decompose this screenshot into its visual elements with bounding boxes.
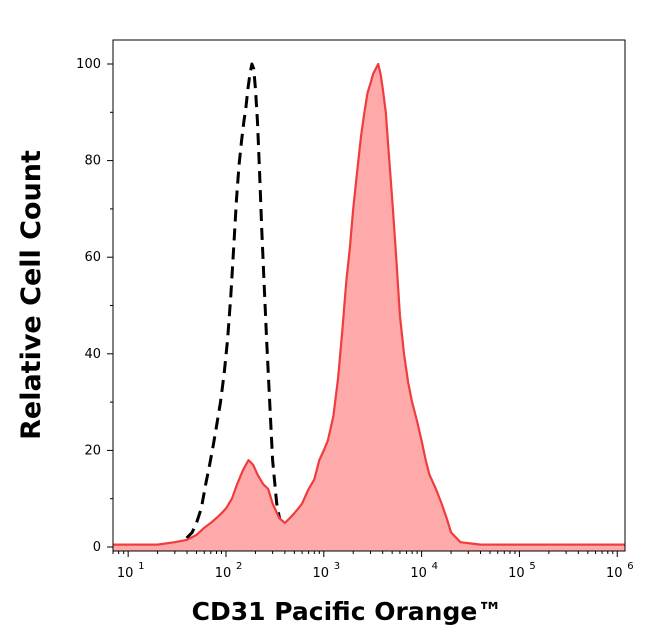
y-tick-label: 100 [76, 57, 101, 72]
x-tick-exponent: 1 [138, 561, 144, 572]
series-layer [113, 62, 625, 551]
x-tick-exponent: 4 [432, 561, 438, 572]
y-tick-label: 40 [84, 347, 101, 362]
x-tick-exponent: 2 [236, 561, 242, 572]
y-tick-label: 20 [84, 443, 101, 458]
y-tick-label: 80 [84, 154, 101, 169]
plot-frame [112, 39, 626, 552]
x-tick-label: 10 [117, 566, 134, 581]
x-tick-exponent: 5 [529, 561, 535, 572]
y-tick-label: 0 [93, 540, 101, 555]
axes-layer: 0 20 40 60 80 100 10 1 10 2 10 3 10 4 10 5 10 6 [76, 57, 633, 581]
y-tick-label: 60 [84, 250, 101, 265]
x-tick-exponent: 6 [627, 561, 633, 572]
x-tick-label: 10 [313, 566, 330, 581]
x-tick-label: 10 [215, 566, 232, 581]
x-axis-title: CD31 Pacific Orange™ [192, 597, 503, 626]
x-tick-label: 10 [410, 566, 427, 581]
x-tick-label: 10 [606, 566, 623, 581]
x-tick-exponent: 3 [334, 561, 340, 572]
y-axis-title: Relative Cell Count [16, 150, 47, 440]
series-1-line [113, 62, 625, 546]
x-tick-label: 10 [508, 566, 525, 581]
series-1-area [113, 64, 625, 551]
